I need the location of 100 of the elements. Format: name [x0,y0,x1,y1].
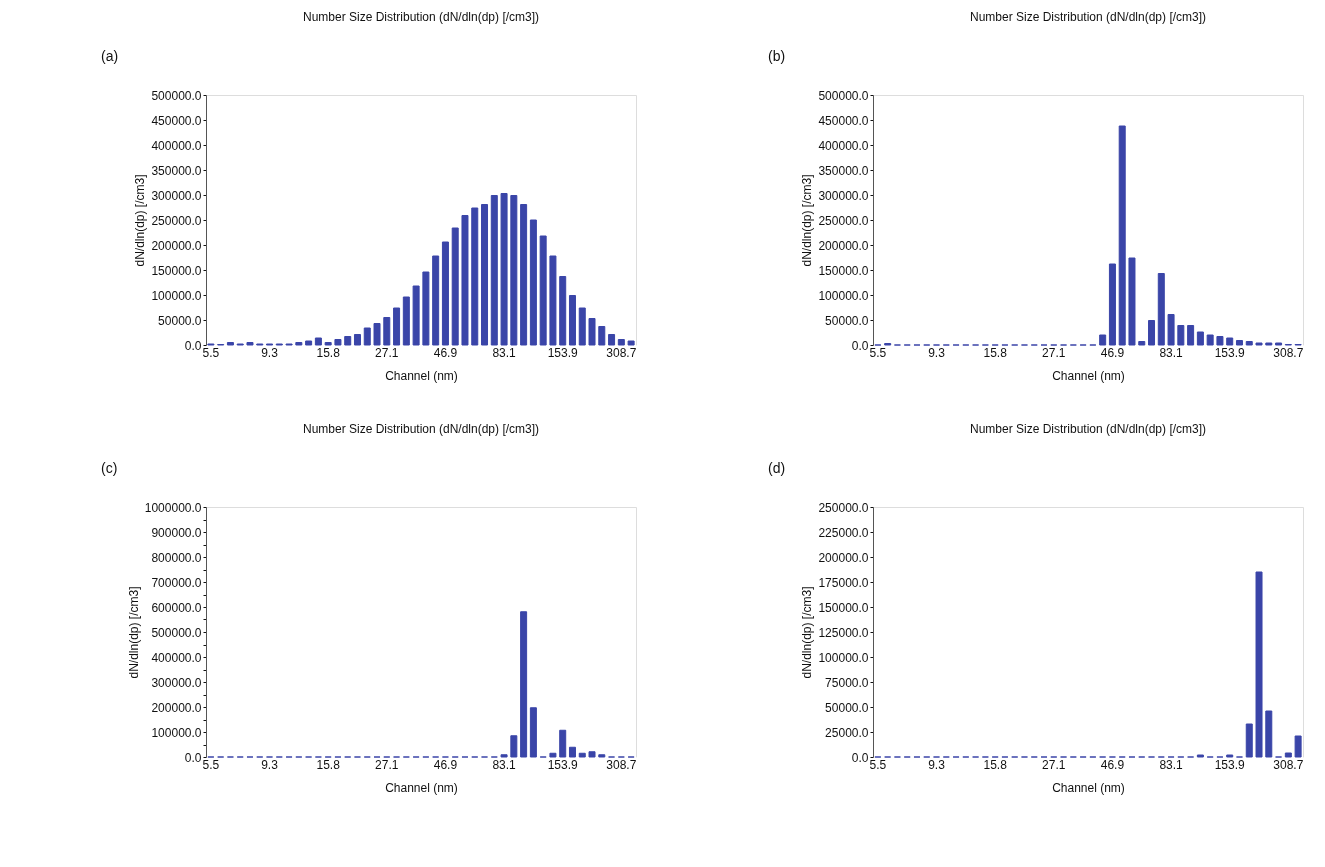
bar [1255,571,1263,758]
y-tick-label: 225000.0 [818,525,869,540]
bar [598,326,606,346]
y-tick-label: 500000.0 [151,625,202,640]
bar [578,307,586,346]
x-tick-label: 83.1 [1159,757,1184,772]
bar [520,204,528,346]
y-tick-label: 600000.0 [151,600,202,615]
text: (c) [101,460,118,476]
x-tick-label: 9.3 [928,345,946,360]
x-tick-label: 27.1 [375,757,399,772]
x-tick-label: 46.9 [433,757,458,772]
y-tick-label: 150000.0 [818,600,869,615]
y-tick-label: 450000.0 [151,113,202,128]
y-tick-label: 175000.0 [818,575,869,590]
y-tick-label: 250000.0 [818,500,869,515]
y-tick-label: 1000000.0 [144,500,202,515]
x-tick-label: 5.5 [869,757,887,772]
bar [1167,314,1175,346]
y-tick-label: 25000.0 [825,725,869,740]
y-tick-label: 200000.0 [818,238,869,253]
bar [500,193,508,346]
bar [578,752,586,758]
bar [373,323,381,346]
bar [393,307,401,346]
bar [1187,325,1195,346]
bar [1275,342,1283,346]
y-tick-label: 100000.0 [151,725,202,740]
x-tick-label: 83.1 [1159,345,1184,360]
x-tick-label: 27.1 [1042,757,1066,772]
bar [334,339,342,346]
bar [490,195,498,346]
bar [383,317,391,346]
y-tick-label: 50000.0 [825,313,869,328]
y-tick-label: 350000.0 [151,163,202,178]
y-tick-label: 900000.0 [151,525,202,540]
x-tick-label: 308.7 [606,345,637,360]
x-tick-label: 46.9 [1100,345,1125,360]
y-tick-label: 100000.0 [151,288,202,303]
y-tick-label: 125000.0 [818,625,869,640]
y-tick-label: 0.0 [184,750,202,765]
y-tick-label: 0.0 [851,750,869,765]
y-tick-label: 50000.0 [825,700,869,715]
chart-title: Number Size Distribution (dN/dln(dp) [/cm3]) [302,10,540,24]
bar [1294,735,1302,758]
bar [1206,334,1214,346]
bar [588,751,596,758]
bar [1196,331,1204,346]
x-tick-label: 27.1 [1042,345,1066,360]
y-axis-title: dN/dln(dp) [/cm3] [800,174,815,267]
x-tick-label: 308.7 [1273,757,1304,772]
y-tick-label: 100000.0 [818,650,869,665]
x-tick-label: 153.9 [1214,757,1246,772]
y-tick-label: 700000.0 [151,575,202,590]
bar [608,334,616,346]
y-tick-label: 200000.0 [818,550,869,565]
bar [461,215,469,346]
bar [1118,125,1126,346]
bar [510,195,518,346]
bar [451,227,459,346]
bar [246,342,254,346]
bar [568,746,576,758]
bar [422,271,430,346]
bar [500,754,508,758]
y-tick-label: 400000.0 [151,650,202,665]
x-tick-label: 9.3 [261,757,279,772]
x-tick-label: 308.7 [1273,345,1304,360]
bar [1226,337,1234,346]
x-tick-label: 5.5 [202,757,220,772]
x-axis-title: Channel (nm) [1052,368,1125,383]
x-tick-label: 153.9 [1214,345,1246,360]
bar [1265,710,1273,758]
bar [441,241,449,346]
bar [353,334,361,346]
y-tick-label: 400000.0 [818,138,869,153]
bar [617,339,625,346]
bar [1216,336,1224,346]
bar [549,752,557,758]
x-tick-label: 15.8 [983,345,1008,360]
bar [520,611,528,758]
y-tick-label: 50000.0 [158,313,202,328]
y-axis-title: dN/dln(dp) [/cm3] [126,586,141,679]
bar [1284,752,1292,758]
text: (d) [768,460,786,476]
bar [1265,342,1273,346]
x-axis-title: Channel (nm) [385,368,458,383]
bar [402,296,410,346]
y-tick-label: 250000.0 [151,213,202,228]
y-tick-label: 300000.0 [151,675,202,690]
bar [559,729,567,758]
x-axis-title: Channel (nm) [1052,780,1125,795]
y-tick-label: 350000.0 [818,163,869,178]
y-axis-title: dN/dln(dp) [/cm3] [133,174,148,267]
y-tick-label: 250000.0 [818,213,869,228]
chart-title: Number Size Distribution (dN/dln(dp) [/cm3]) [302,422,540,436]
bar [344,336,352,346]
bar [598,754,606,758]
y-tick-label: 300000.0 [818,188,869,203]
y-tick-label: 800000.0 [151,550,202,565]
bar [588,318,596,346]
